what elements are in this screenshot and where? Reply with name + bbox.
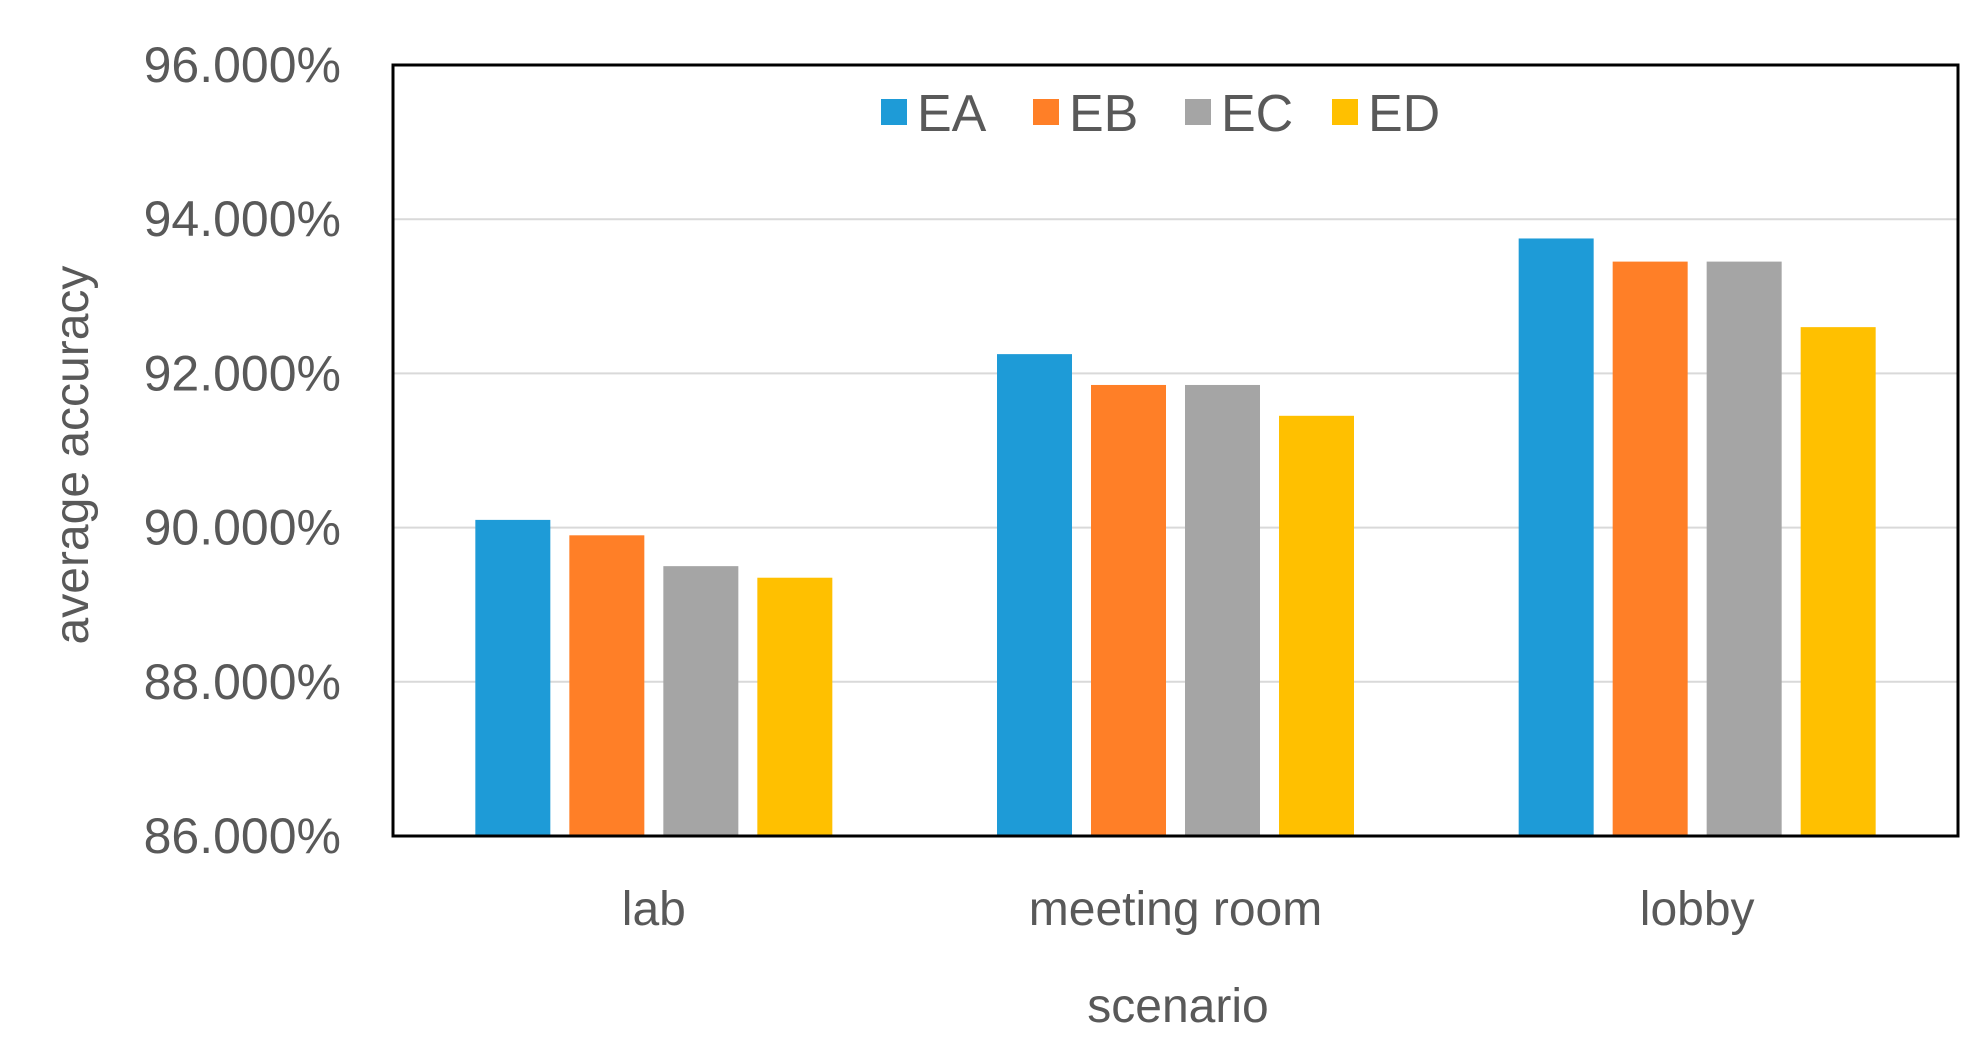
bar-ec-lab <box>663 566 739 836</box>
y-tick-label: 86.000% <box>144 808 341 864</box>
y-axis-title: average accuracy <box>46 266 99 645</box>
legend-swatch-eb <box>1033 99 1059 125</box>
legend-swatch-ea <box>881 99 907 125</box>
y-tick-label: 94.000% <box>144 191 341 247</box>
bar-ec-lobby <box>1706 261 1782 837</box>
plot-frame <box>391 63 1960 838</box>
bar-eb-lab <box>569 535 645 836</box>
x-axis-title: scenario <box>1087 980 1268 1033</box>
x-category-label: lobby <box>1640 883 1755 936</box>
gridlines <box>393 218 1958 683</box>
y-axis-ticks: 86.000% 88.000% 90.000% 92.000% 94.000% 96.00… <box>144 37 341 864</box>
bar-eb-lobby <box>1612 261 1688 837</box>
y-tick-label: 88.000% <box>144 654 341 710</box>
legend: EA EB EC ED <box>881 85 1440 143</box>
legend-label-eb: EB <box>1069 85 1138 143</box>
bar-ed-lab <box>757 577 833 836</box>
legend-label-ed: ED <box>1368 85 1440 143</box>
bar-ec-meeting-room <box>1185 384 1260 836</box>
bar-ea-lobby <box>1518 238 1594 837</box>
legend-swatch-ec <box>1185 99 1211 125</box>
bar-ea-meeting-room <box>997 354 1072 836</box>
bar-ed-lobby <box>1800 327 1876 836</box>
bar-ed-meeting-room <box>1279 415 1354 836</box>
y-tick-label: 92.000% <box>144 345 341 401</box>
x-category-label: meeting room <box>1029 883 1322 936</box>
y-tick-label: 90.000% <box>144 500 341 556</box>
y-tick-label: 96.000% <box>144 37 341 93</box>
legend-swatch-ed <box>1332 99 1358 125</box>
legend-label-ec: EC <box>1221 85 1293 143</box>
bars <box>475 238 1876 837</box>
legend-label-ea: EA <box>917 85 987 143</box>
bar-eb-meeting-room <box>1091 384 1166 836</box>
bar-ea-lab <box>475 519 551 836</box>
x-category-label: lab <box>622 883 686 936</box>
x-axis-categories: lab meeting room lobby <box>622 883 1755 936</box>
